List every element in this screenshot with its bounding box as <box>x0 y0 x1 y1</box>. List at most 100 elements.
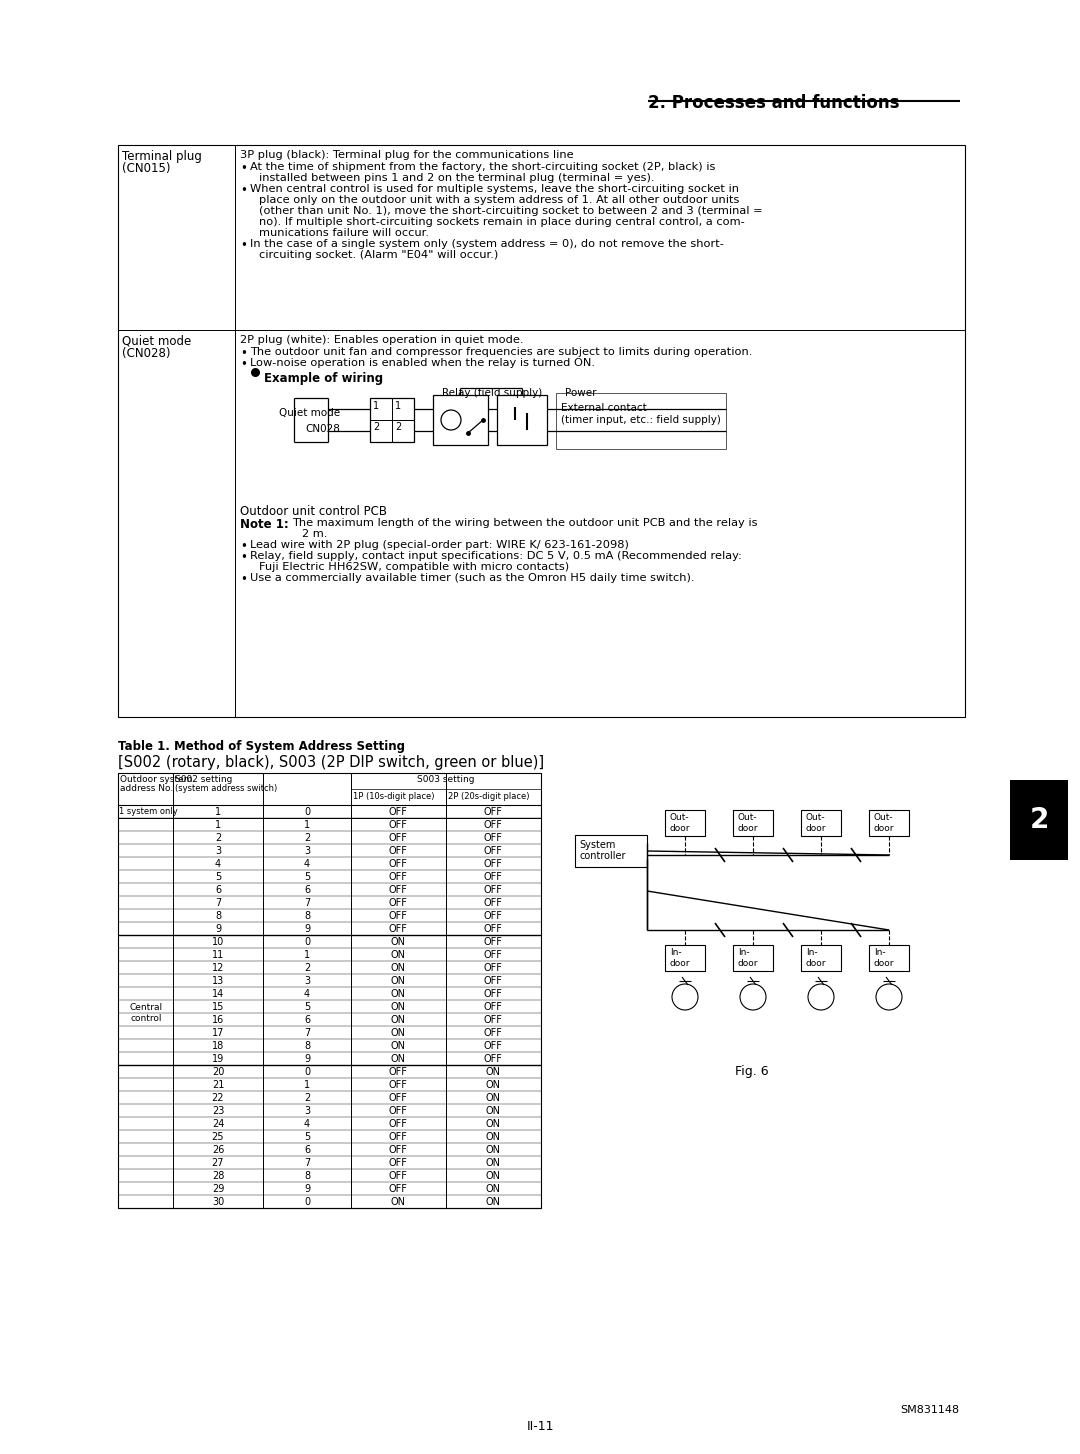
Text: 6: 6 <box>303 1144 310 1154</box>
Text: OFF: OFF <box>484 1041 502 1051</box>
Text: door: door <box>806 960 826 968</box>
Text: Note 1:: Note 1: <box>240 518 288 531</box>
Text: Quiet mode: Quiet mode <box>122 334 191 348</box>
Text: Fuji Electric HH62SW, compatible with micro contacts): Fuji Electric HH62SW, compatible with mi… <box>259 563 569 571</box>
Text: OFF: OFF <box>389 833 407 843</box>
Text: 29: 29 <box>212 1184 225 1194</box>
Text: The maximum length of the wiring between the outdoor unit PCB and the relay is: The maximum length of the wiring between… <box>292 518 757 528</box>
Text: 3: 3 <box>303 976 310 986</box>
Text: Out-: Out- <box>805 813 825 822</box>
Text: 7: 7 <box>303 1157 310 1168</box>
Text: •: • <box>240 185 247 196</box>
Text: 7: 7 <box>303 1028 310 1038</box>
Text: ON: ON <box>391 963 405 973</box>
Text: circuiting socket. (Alarm "E04" will occur.): circuiting socket. (Alarm "E04" will occ… <box>259 250 498 260</box>
Text: OFF: OFF <box>484 976 502 986</box>
Bar <box>1010 779 1068 859</box>
Bar <box>869 945 909 971</box>
Text: OFF: OFF <box>484 859 502 869</box>
Text: 2 m.: 2 m. <box>302 529 327 539</box>
Text: ON: ON <box>391 936 405 947</box>
Text: 4: 4 <box>215 859 221 869</box>
Text: Use a commercially available timer (such as the Omron H5 daily time switch).: Use a commercially available timer (such… <box>249 573 694 583</box>
Text: •: • <box>240 238 247 252</box>
Text: When central control is used for multiple systems, leave the short-circuiting so: When central control is used for multipl… <box>249 185 739 193</box>
Text: OFF: OFF <box>484 820 502 830</box>
Text: (CN028): (CN028) <box>122 348 171 361</box>
Bar <box>733 810 773 836</box>
Text: OFF: OFF <box>484 807 502 817</box>
Text: 9: 9 <box>303 923 310 933</box>
Text: In-: In- <box>874 948 886 957</box>
Bar <box>497 395 546 445</box>
Text: 1: 1 <box>303 949 310 960</box>
Text: 15: 15 <box>212 1002 225 1012</box>
Text: OFF: OFF <box>484 846 502 856</box>
Bar <box>433 395 488 445</box>
Text: In the case of a single system only (system address = 0), do not remove the shor: In the case of a single system only (sys… <box>249 238 724 249</box>
Text: 17: 17 <box>212 1028 225 1038</box>
Text: 1: 1 <box>395 401 401 411</box>
Text: OFF: OFF <box>484 833 502 843</box>
Text: OFF: OFF <box>389 912 407 920</box>
Text: OFF: OFF <box>389 807 407 817</box>
Text: •: • <box>240 539 247 553</box>
Bar <box>801 945 841 971</box>
Text: 1: 1 <box>303 820 310 830</box>
Text: ON: ON <box>486 1067 500 1077</box>
Text: OFF: OFF <box>484 1028 502 1038</box>
Text: door: door <box>670 960 690 968</box>
Bar <box>665 945 705 971</box>
Text: 7: 7 <box>215 899 221 907</box>
Text: 25: 25 <box>212 1133 225 1141</box>
Text: Central
control: Central control <box>130 1003 163 1022</box>
Text: ON: ON <box>486 1184 500 1194</box>
Text: Power: Power <box>565 388 596 398</box>
Text: ON: ON <box>486 1133 500 1141</box>
Text: S002 setting: S002 setting <box>175 775 232 784</box>
Text: 4: 4 <box>303 989 310 999</box>
Text: OFF: OFF <box>389 1080 407 1090</box>
Text: OFF: OFF <box>484 989 502 999</box>
Text: S003 setting: S003 setting <box>417 775 475 784</box>
Text: (CN015): (CN015) <box>122 161 171 174</box>
Text: ON: ON <box>391 1028 405 1038</box>
Text: 27: 27 <box>212 1157 225 1168</box>
Text: OFF: OFF <box>484 963 502 973</box>
Text: ON: ON <box>486 1106 500 1117</box>
Text: CN028: CN028 <box>306 425 340 433</box>
Text: The outdoor unit fan and compressor frequencies are subject to limits during ope: The outdoor unit fan and compressor freq… <box>249 348 753 358</box>
Text: OFF: OFF <box>484 1002 502 1012</box>
Text: 3: 3 <box>303 1106 310 1117</box>
Text: ON: ON <box>391 1197 405 1207</box>
Text: place only on the outdoor unit with a system address of 1. At all other outdoor : place only on the outdoor unit with a sy… <box>259 195 740 205</box>
Bar <box>665 810 705 836</box>
Text: OFF: OFF <box>484 949 502 960</box>
Text: SM831148: SM831148 <box>900 1405 959 1415</box>
Text: door: door <box>805 824 825 833</box>
Text: Quiet mode: Quiet mode <box>279 409 340 417</box>
Text: Low-noise operation is enabled when the relay is turned ON.: Low-noise operation is enabled when the … <box>249 358 595 368</box>
Text: 5: 5 <box>303 1133 310 1141</box>
Text: 2: 2 <box>395 422 402 432</box>
Text: In-: In- <box>738 948 750 957</box>
Text: OFF: OFF <box>389 1093 407 1104</box>
Text: door: door <box>874 960 894 968</box>
Text: OFF: OFF <box>389 846 407 856</box>
Text: •: • <box>240 161 247 174</box>
Text: OFF: OFF <box>389 1120 407 1128</box>
Text: 11: 11 <box>212 949 225 960</box>
Text: OFF: OFF <box>389 1106 407 1117</box>
Text: ON: ON <box>486 1144 500 1154</box>
Text: 7: 7 <box>303 899 310 907</box>
Text: Outdoor unit control PCB: Outdoor unit control PCB <box>240 505 387 518</box>
Text: II-11: II-11 <box>526 1421 554 1434</box>
Text: 1: 1 <box>303 1080 310 1090</box>
Text: 18: 18 <box>212 1041 225 1051</box>
Text: ON: ON <box>391 1015 405 1025</box>
Text: Relay (field supply): Relay (field supply) <box>442 388 542 398</box>
Text: 5: 5 <box>303 1002 310 1012</box>
Text: 1: 1 <box>215 807 221 817</box>
Text: OFF: OFF <box>484 872 502 883</box>
Text: OFF: OFF <box>484 1015 502 1025</box>
